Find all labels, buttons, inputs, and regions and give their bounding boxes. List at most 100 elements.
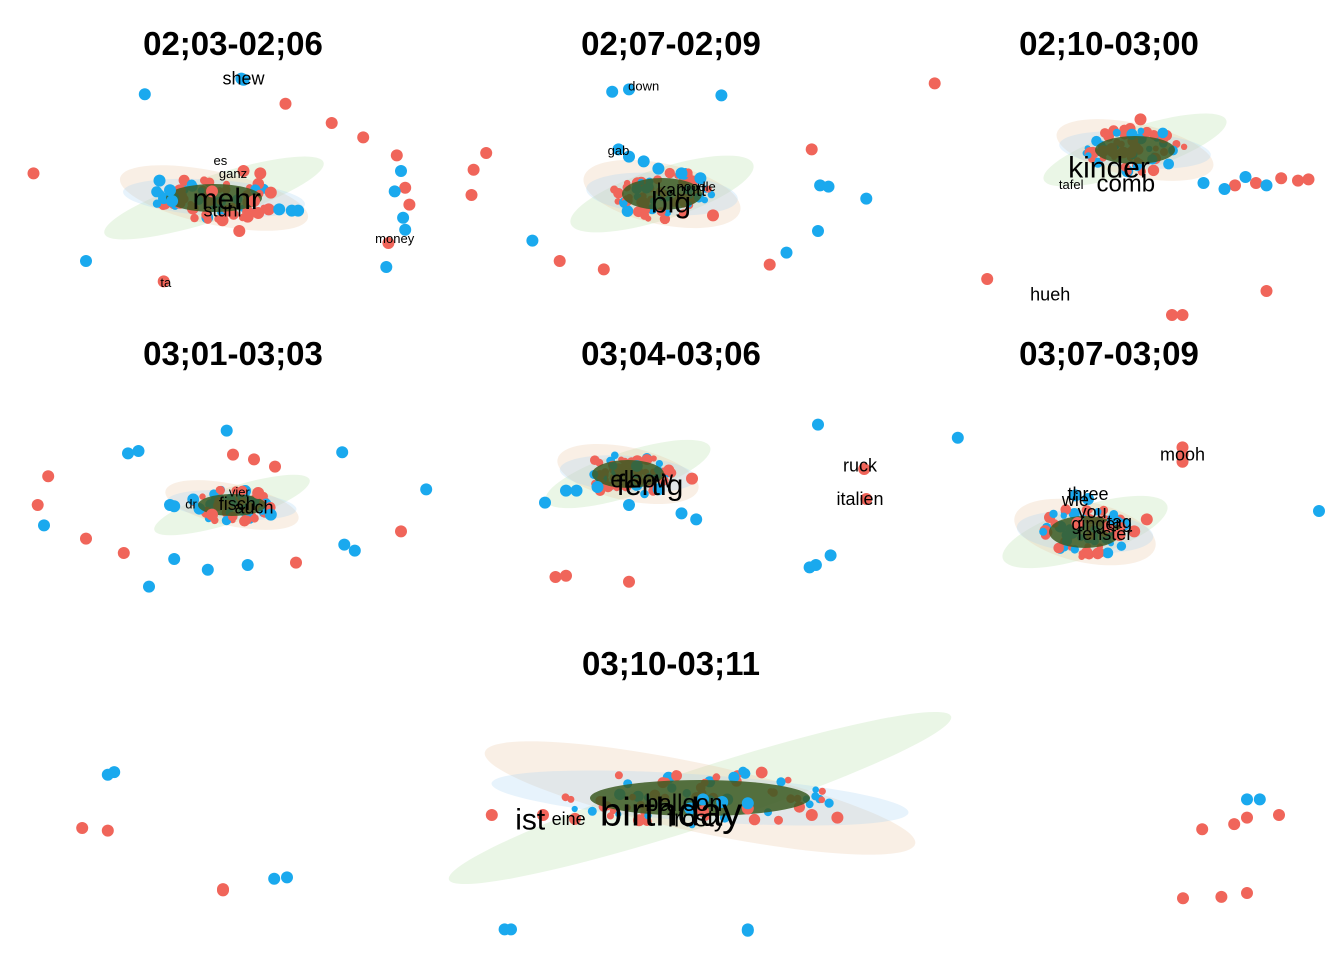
point-series-a — [569, 812, 581, 825]
word-label: shew — [222, 69, 265, 89]
point-series-a — [1140, 513, 1153, 526]
point-series-b — [268, 872, 281, 885]
point-series-a — [560, 569, 572, 582]
point-series-a — [1241, 811, 1253, 824]
point-series-a — [269, 460, 281, 473]
point-series-a — [237, 165, 250, 177]
word-label: hueh — [1030, 285, 1070, 305]
cluster-point — [1147, 164, 1160, 177]
point-series-b — [1313, 505, 1325, 517]
point-series-a — [1275, 172, 1288, 185]
panel-title: 03;10-03;11 — [582, 645, 760, 682]
point-series-a — [248, 453, 260, 466]
panel-title: 03;04-03;06 — [581, 335, 761, 372]
cluster-point — [1094, 508, 1102, 516]
word-label: kinder — [1068, 152, 1150, 185]
point-series-a — [697, 805, 709, 818]
cluster-point — [1099, 505, 1109, 515]
point-series-a — [858, 463, 871, 475]
point-series-a — [480, 147, 493, 159]
cluster-point — [818, 796, 826, 804]
cluster-point — [190, 213, 199, 223]
cluster-point — [1078, 550, 1086, 557]
point-series-a — [279, 97, 292, 110]
point-series-a — [254, 167, 267, 180]
point-series-a — [262, 203, 275, 216]
point-series-b — [264, 508, 277, 521]
cluster-point — [1081, 505, 1092, 516]
word-label: tafel — [1059, 177, 1084, 192]
cluster-point — [671, 770, 682, 781]
cluster-point — [707, 190, 716, 199]
cluster-point — [250, 514, 259, 523]
cluster-point — [1053, 542, 1064, 554]
point-series-a — [1196, 823, 1209, 836]
point-series-b — [675, 507, 688, 520]
point-series-a — [633, 814, 645, 827]
word-label: down — [628, 78, 659, 93]
point-series-b — [292, 204, 305, 217]
point-series-b — [715, 89, 728, 102]
point-series-a — [465, 189, 478, 201]
point-series-b — [143, 580, 155, 593]
point-series-b — [780, 246, 793, 259]
point-series-b — [38, 519, 50, 532]
point-series-b — [822, 180, 835, 193]
point-series-a — [485, 809, 498, 821]
point-series-a — [1071, 517, 1084, 529]
point-series-a — [117, 547, 130, 559]
cluster-point — [1092, 549, 1099, 556]
point-series-a — [1128, 525, 1141, 538]
point-series-b — [399, 223, 412, 236]
cluster-point — [237, 485, 248, 496]
point-series-b — [281, 871, 293, 884]
point-series-a — [390, 149, 403, 162]
point-series-a — [101, 824, 114, 837]
cluster-point — [1157, 127, 1169, 139]
cluster-point — [1116, 541, 1127, 551]
cluster-point — [241, 514, 248, 522]
cluster-point — [611, 451, 619, 460]
point-series-b — [166, 195, 179, 207]
point-series-a — [1273, 809, 1285, 821]
word-label: es — [214, 153, 228, 168]
cluster-point — [811, 792, 820, 801]
point-series-b — [132, 445, 145, 457]
word-label: you — [1078, 502, 1107, 522]
word-label: ganz — [219, 166, 247, 181]
cluster-point — [178, 174, 190, 186]
point-series-a — [382, 237, 395, 249]
cluster-point — [215, 486, 224, 494]
point-series-b — [652, 162, 665, 175]
cluster-point — [728, 771, 740, 783]
word-label: ginger — [1071, 514, 1121, 534]
cluster-core — [166, 184, 262, 212]
word-label: eine — [552, 809, 586, 829]
cluster-point — [712, 773, 721, 782]
point-series-b — [612, 143, 625, 156]
word-label: fisch — [219, 494, 256, 514]
point-series-a — [1166, 309, 1178, 321]
word-label: fenster — [1077, 524, 1132, 544]
panel-title: 02;03-02;06 — [143, 25, 323, 62]
point-series-b — [623, 499, 635, 511]
cluster-point — [812, 786, 819, 793]
point-series-a — [217, 884, 229, 897]
word-label: mooh — [1160, 445, 1205, 465]
cluster-point — [621, 200, 628, 207]
point-series-a — [233, 225, 246, 237]
cluster-point — [623, 179, 631, 187]
point-series-b — [1260, 179, 1273, 192]
point-series-b — [591, 481, 604, 493]
point-series-b — [694, 172, 707, 185]
point-series-a — [27, 167, 40, 180]
word-label: three — [1067, 484, 1108, 504]
cluster-core — [592, 460, 664, 488]
point-series-a — [216, 214, 229, 227]
word-label: wie — [1061, 490, 1089, 510]
cluster-point — [151, 186, 163, 198]
point-series-b — [164, 184, 176, 197]
